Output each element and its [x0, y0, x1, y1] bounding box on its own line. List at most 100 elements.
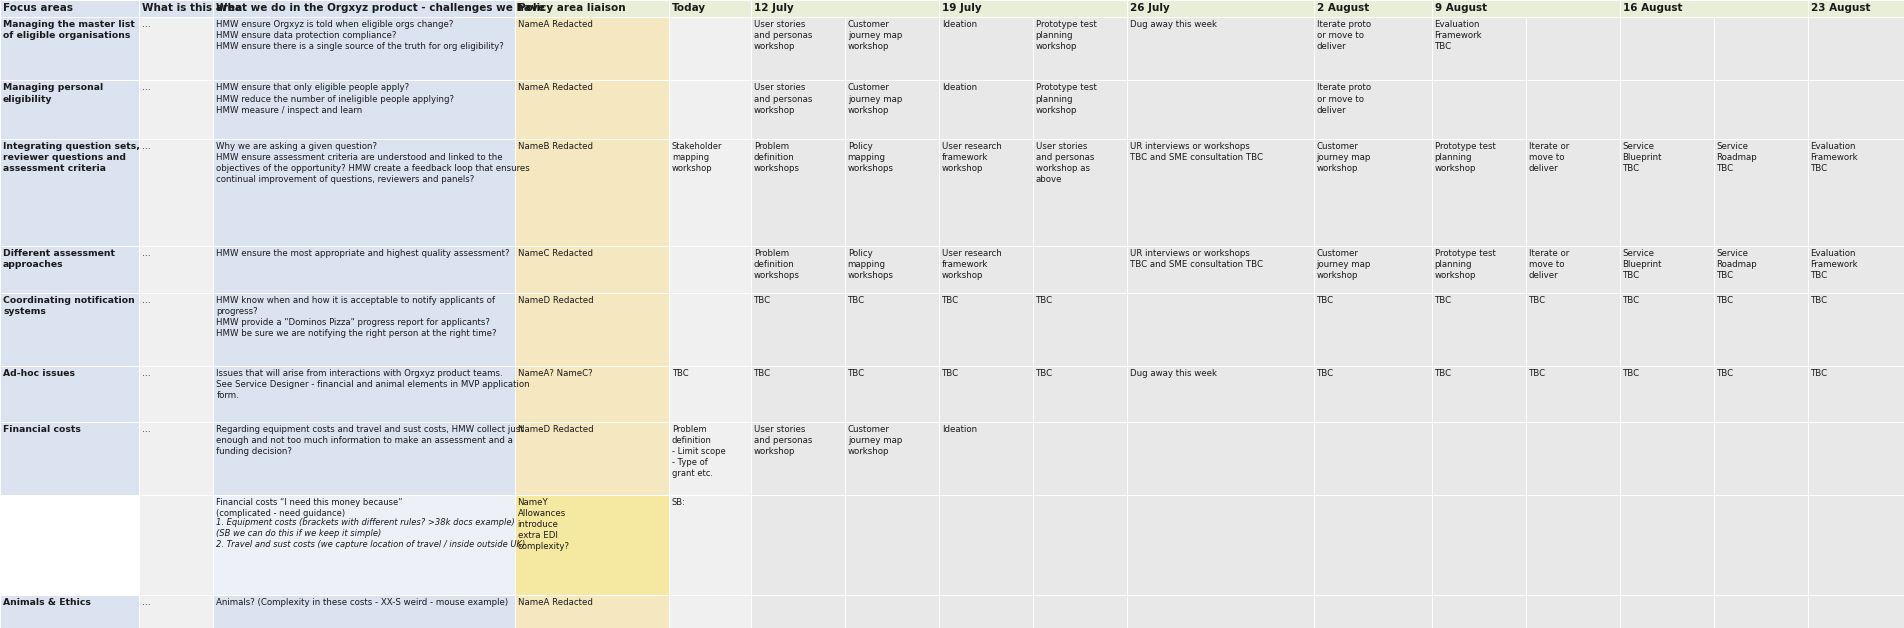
- Text: TBC: TBC: [1316, 296, 1333, 305]
- Bar: [213, 80, 514, 139]
- Text: TBC: TBC: [1036, 369, 1053, 378]
- Bar: [0, 365, 139, 422]
- Bar: [1620, 139, 1714, 246]
- Text: User stories
and personas
workshop: User stories and personas workshop: [754, 84, 813, 115]
- Bar: [0, 495, 139, 595]
- Bar: [845, 422, 939, 495]
- Bar: [750, 422, 845, 495]
- Bar: [1525, 495, 1620, 595]
- Bar: [1807, 422, 1904, 495]
- Text: Evaluation
Framework
TBC: Evaluation Framework TBC: [1811, 142, 1858, 173]
- Text: NameA Redacted: NameA Redacted: [518, 598, 592, 607]
- Text: Evaluation
Framework
TBC: Evaluation Framework TBC: [1434, 20, 1481, 51]
- Text: Problem
definition
- Limit scope
- Type of
grant etc.: Problem definition - Limit scope - Type …: [672, 425, 725, 479]
- Text: TBC: TBC: [754, 369, 771, 378]
- Bar: [0, 293, 139, 365]
- Bar: [1620, 365, 1714, 422]
- Bar: [939, 293, 1032, 365]
- Bar: [1032, 365, 1127, 422]
- Bar: [939, 139, 1032, 246]
- Bar: [1127, 495, 1314, 595]
- Bar: [514, 422, 668, 495]
- Bar: [845, 80, 939, 139]
- Bar: [1314, 0, 1432, 17]
- Bar: [939, 80, 1032, 139]
- Bar: [1032, 17, 1127, 80]
- Text: Service
Blueprint
TBC: Service Blueprint TBC: [1622, 142, 1662, 173]
- Text: Stakeholder
mapping
workshop: Stakeholder mapping workshop: [672, 142, 722, 173]
- Bar: [1314, 595, 1432, 628]
- Bar: [0, 422, 139, 495]
- Bar: [213, 246, 514, 293]
- Bar: [213, 17, 514, 80]
- Bar: [1432, 293, 1525, 365]
- Bar: [514, 365, 668, 422]
- Text: Problem
definition
workshops: Problem definition workshops: [754, 249, 800, 281]
- Bar: [1807, 246, 1904, 293]
- Bar: [668, 17, 750, 80]
- Bar: [1714, 139, 1807, 246]
- Bar: [1432, 495, 1525, 595]
- Text: Policy area liaison: Policy area liaison: [518, 3, 625, 13]
- Bar: [213, 293, 514, 365]
- Bar: [668, 246, 750, 293]
- Bar: [1714, 80, 1807, 139]
- Text: Customer
journey map
workshop: Customer journey map workshop: [1316, 142, 1371, 173]
- Text: User stories
and personas
workshop as
above: User stories and personas workshop as ab…: [1036, 142, 1095, 184]
- Bar: [1620, 17, 1714, 80]
- Bar: [750, 17, 845, 80]
- Text: Regarding equipment costs and travel and sust costs, HMW collect just
enough and: Regarding equipment costs and travel and…: [217, 425, 524, 456]
- Bar: [139, 17, 213, 80]
- Text: ...: ...: [141, 598, 150, 607]
- Bar: [668, 0, 750, 17]
- Bar: [1620, 246, 1714, 293]
- Text: TBC: TBC: [1622, 369, 1639, 378]
- Bar: [1525, 80, 1620, 139]
- Bar: [1314, 495, 1432, 595]
- Bar: [1127, 595, 1314, 628]
- Text: TBC: TBC: [672, 369, 689, 378]
- Bar: [845, 17, 939, 80]
- Bar: [139, 422, 213, 495]
- Bar: [0, 17, 139, 80]
- Text: TBC: TBC: [942, 369, 960, 378]
- Text: Dug away this week: Dug away this week: [1129, 20, 1217, 29]
- Bar: [213, 422, 514, 495]
- Bar: [1432, 365, 1525, 422]
- Bar: [1714, 246, 1807, 293]
- Text: ...: ...: [141, 425, 150, 434]
- Bar: [1807, 595, 1904, 628]
- Text: HMW ensure the most appropriate and highest quality assessment?: HMW ensure the most appropriate and high…: [217, 249, 510, 258]
- Text: Customer
journey map
workshop: Customer journey map workshop: [847, 20, 902, 51]
- Bar: [1620, 80, 1714, 139]
- Text: Problem
definition
workshops: Problem definition workshops: [754, 142, 800, 173]
- Bar: [1032, 495, 1127, 595]
- Bar: [1432, 246, 1525, 293]
- Bar: [939, 595, 1032, 628]
- Bar: [139, 495, 213, 595]
- Bar: [750, 139, 845, 246]
- Text: Iterate proto
or move to
deliver: Iterate proto or move to deliver: [1316, 20, 1371, 51]
- Text: Customer
journey map
workshop: Customer journey map workshop: [1316, 249, 1371, 281]
- Text: TBC: TBC: [1717, 296, 1735, 305]
- Text: 12 July: 12 July: [754, 3, 794, 13]
- Bar: [668, 422, 750, 495]
- Text: ...: ...: [141, 20, 150, 29]
- Text: NameD Redacted: NameD Redacted: [518, 425, 594, 434]
- Text: Managing the master list
of eligible organisations: Managing the master list of eligible org…: [4, 20, 135, 40]
- Bar: [1032, 139, 1127, 246]
- Text: Prototype test
planning
workshop: Prototype test planning workshop: [1036, 20, 1097, 51]
- Bar: [1714, 365, 1807, 422]
- Text: User research
framework
workshop: User research framework workshop: [942, 249, 1002, 281]
- Bar: [668, 595, 750, 628]
- Bar: [1807, 365, 1904, 422]
- Text: NameB Redacted: NameB Redacted: [518, 142, 592, 151]
- Bar: [1807, 139, 1904, 246]
- Bar: [1714, 17, 1807, 80]
- Text: TBC: TBC: [1316, 369, 1333, 378]
- Text: Today: Today: [672, 3, 706, 13]
- Text: NameA? NameC?: NameA? NameC?: [518, 369, 592, 378]
- Bar: [939, 495, 1032, 595]
- Text: HMW ensure Orgxyz is told when eligible orgs change?
HMW ensure data protection : HMW ensure Orgxyz is told when eligible …: [217, 20, 505, 51]
- Text: Why we are asking a given question?
HMW ensure assessment criteria are understoo: Why we are asking a given question? HMW …: [217, 142, 529, 184]
